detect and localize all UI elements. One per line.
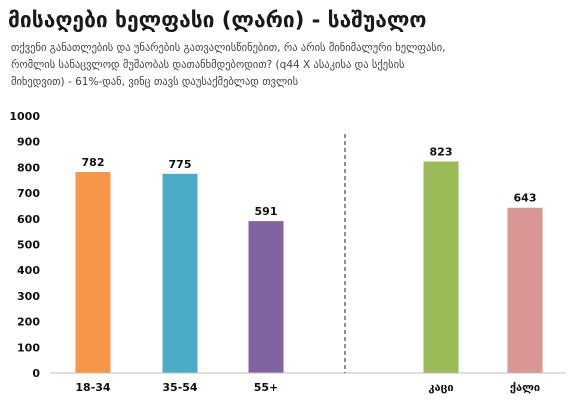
y-tick-label: 700 xyxy=(17,187,40,200)
y-tick-label: 100 xyxy=(17,341,40,354)
x-tick-label: 55+ xyxy=(254,381,279,394)
bar xyxy=(75,172,111,373)
chart-title: მისაღები ხელფასი (ლარი) - საშუალო xyxy=(8,8,427,32)
y-tick-label: 900 xyxy=(17,136,40,149)
y-axis: 0 100 200 300 400 500 600 700 800 900 1000 xyxy=(9,110,40,380)
y-tick-label: 1000 xyxy=(9,110,40,123)
y-tick-label: 300 xyxy=(17,290,40,303)
x-axis: 18-34 35-54 55+ კაცი ქალი xyxy=(50,134,566,394)
y-tick-label: 400 xyxy=(17,264,40,277)
bars: 782 775 591 823 643 xyxy=(75,145,543,373)
y-tick-label: 0 xyxy=(32,367,40,380)
x-tick-label: 18-34 xyxy=(75,381,111,394)
data-label: 643 xyxy=(514,192,537,205)
y-tick-label: 200 xyxy=(17,316,40,329)
y-tick-label: 500 xyxy=(17,239,40,252)
bar xyxy=(248,221,284,373)
y-tick-label: 800 xyxy=(17,161,40,174)
y-tick-label: 600 xyxy=(17,213,40,226)
chart-subtitle: თქვენი განათლების და უნარების გათვალისწი… xyxy=(11,42,446,88)
data-label: 823 xyxy=(430,145,453,158)
bar xyxy=(423,161,459,373)
data-label: 775 xyxy=(169,158,192,171)
data-label: 591 xyxy=(255,205,278,218)
bar xyxy=(162,173,198,373)
x-tick-label: 35-54 xyxy=(162,381,198,394)
x-tick-label: ქალი xyxy=(510,381,540,394)
bar xyxy=(507,207,543,373)
data-label: 782 xyxy=(82,156,105,169)
x-tick-label: კაცი xyxy=(428,381,453,394)
